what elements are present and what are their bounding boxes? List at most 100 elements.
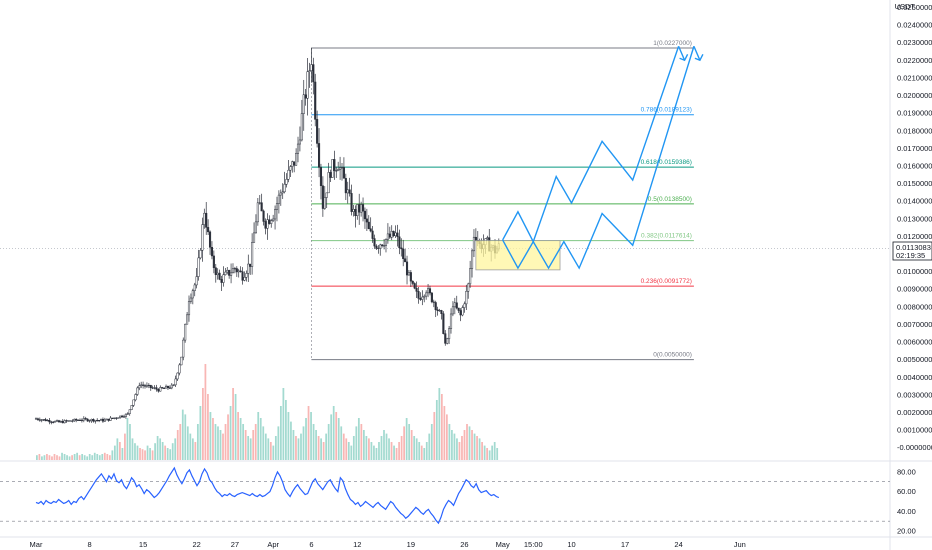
candle-body bbox=[210, 247, 213, 257]
volume-bar bbox=[181, 409, 184, 460]
volume-bar bbox=[61, 452, 63, 460]
candle-body bbox=[465, 291, 468, 305]
candle-body bbox=[103, 419, 106, 422]
candle-body bbox=[312, 64, 315, 83]
candle-body bbox=[187, 301, 191, 316]
candle-body bbox=[444, 333, 447, 344]
candle-body bbox=[239, 270, 242, 272]
volume-bar bbox=[355, 426, 358, 460]
countdown-timer: 02:19:35 bbox=[896, 251, 925, 260]
candle-body bbox=[71, 420, 74, 422]
volume-bar bbox=[154, 443, 156, 460]
candle-body bbox=[472, 236, 476, 252]
candle-body bbox=[323, 197, 326, 209]
rsi-axis[interactable]: 80.00 60.00 40.00 20.00 bbox=[897, 467, 916, 535]
time-tick-label: 8 bbox=[87, 540, 91, 549]
volume-bar bbox=[488, 450, 491, 460]
volume-bar bbox=[202, 388, 204, 460]
price-axis[interactable]: USDT 0.0250000 0.0240000 0.0230000 0.022000… bbox=[895, 2, 932, 452]
candle-body bbox=[218, 272, 221, 280]
candle-body bbox=[86, 418, 89, 422]
fib-level-label: 0.5(0.0138500) bbox=[648, 196, 692, 203]
candle-body bbox=[404, 258, 407, 263]
volume-bar bbox=[410, 430, 413, 460]
candle-body bbox=[46, 420, 49, 422]
candle-body bbox=[446, 338, 449, 344]
volume-bar bbox=[234, 394, 237, 460]
candle-body bbox=[224, 271, 227, 276]
candle-body bbox=[92, 419, 95, 422]
volume-bar bbox=[486, 448, 489, 460]
volume-bar bbox=[98, 455, 101, 460]
volume-bar bbox=[390, 442, 393, 460]
volume-bar bbox=[413, 436, 416, 460]
price-tick-label: 0.0180000 bbox=[897, 126, 932, 135]
volume-bar bbox=[232, 388, 234, 460]
candle-body bbox=[438, 310, 441, 312]
volume-bar bbox=[151, 450, 154, 460]
candle-body bbox=[405, 261, 409, 276]
time-tick-label: 26 bbox=[460, 540, 468, 549]
candle-body bbox=[40, 419, 43, 421]
volume-bar bbox=[274, 436, 277, 460]
volume-bar bbox=[287, 412, 290, 460]
time-axis[interactable]: Mar 8 15 22 27 Apr 6 12 19 26 May 15:00 10 17 24 Jun bbox=[30, 540, 746, 549]
volume-bar bbox=[247, 436, 250, 460]
volume-bar bbox=[164, 445, 167, 460]
fib-level-label: 0(0.0050000) bbox=[653, 352, 692, 359]
candle-body bbox=[356, 204, 359, 217]
candle-body bbox=[136, 387, 139, 395]
volume-bar bbox=[347, 442, 350, 460]
candle-body bbox=[157, 389, 160, 392]
projection-path bbox=[502, 46, 680, 244]
fibonacci-retracement[interactable]: 1(0.0227000) 0.786(0.0189123) 0.618(0.0159… bbox=[311, 40, 694, 361]
candle-body bbox=[287, 169, 290, 180]
candle-body bbox=[147, 384, 150, 387]
candle-body bbox=[298, 139, 301, 145]
candle-body bbox=[335, 170, 338, 172]
projection-drawing[interactable] bbox=[475, 45, 704, 271]
candle-body bbox=[352, 209, 355, 212]
volume-bar bbox=[481, 442, 483, 460]
volume-bar bbox=[267, 438, 270, 460]
volume-bar bbox=[295, 436, 297, 460]
volume-bar bbox=[146, 445, 149, 460]
volume-bar bbox=[375, 448, 378, 460]
volume-bar bbox=[56, 455, 58, 460]
candle-body bbox=[304, 94, 307, 99]
price-tick-label: 0.0060000 bbox=[897, 338, 932, 347]
volume-bar bbox=[340, 426, 343, 460]
candle-body bbox=[57, 420, 61, 423]
rsi-line bbox=[35, 466, 500, 525]
candle-body bbox=[321, 185, 324, 209]
candle-body bbox=[90, 419, 93, 421]
candle-body bbox=[205, 212, 208, 228]
volume-bar bbox=[388, 438, 390, 460]
price-tick-label: 0.0120000 bbox=[897, 232, 932, 241]
volume-bar bbox=[362, 430, 365, 460]
candle-body bbox=[153, 387, 156, 389]
volume-bar bbox=[368, 438, 370, 460]
candle-body bbox=[463, 303, 466, 308]
time-tick-label: 22 bbox=[192, 540, 200, 549]
candle-body bbox=[119, 415, 122, 419]
volume-bar bbox=[493, 442, 496, 460]
candle-body bbox=[189, 297, 192, 302]
volume-bar bbox=[446, 414, 448, 460]
volume-bar bbox=[43, 455, 46, 460]
candle-body bbox=[241, 271, 244, 281]
time-tick-label: 19 bbox=[407, 540, 415, 549]
candle-body bbox=[350, 193, 353, 212]
volume-bar bbox=[149, 448, 151, 460]
volume-bar bbox=[106, 454, 109, 460]
volume-bar bbox=[119, 442, 121, 460]
price-tick-label: 0.0210000 bbox=[897, 73, 932, 82]
volume-bar bbox=[473, 433, 476, 460]
candle-body bbox=[329, 172, 332, 178]
volume-bar bbox=[73, 454, 76, 460]
volume-bar bbox=[395, 448, 398, 460]
candle-body bbox=[316, 119, 319, 144]
price-tick-label: 0.0090000 bbox=[897, 285, 932, 294]
candle-body bbox=[199, 250, 202, 259]
